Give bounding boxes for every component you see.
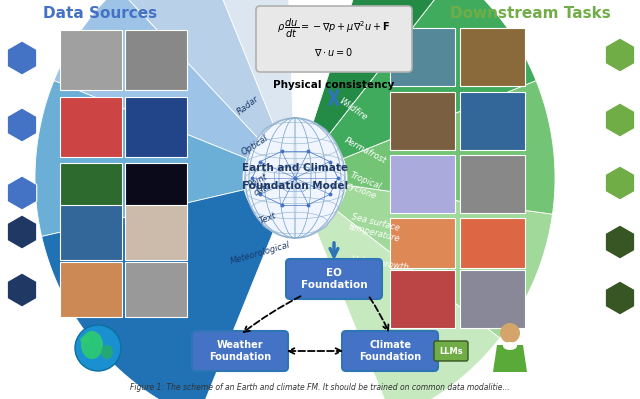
Text: Figure 1: The scheme of an Earth and climate FM. It should be trained on common : Figure 1: The scheme of an Earth and cli… xyxy=(130,383,510,392)
Text: Urban growth: Urban growth xyxy=(351,255,410,273)
FancyBboxPatch shape xyxy=(460,92,525,150)
FancyBboxPatch shape xyxy=(342,331,438,371)
FancyBboxPatch shape xyxy=(125,205,187,260)
FancyBboxPatch shape xyxy=(460,28,525,86)
FancyBboxPatch shape xyxy=(390,218,455,268)
Text: Earth and Climate: Earth and Climate xyxy=(242,163,348,173)
Polygon shape xyxy=(605,38,635,72)
FancyBboxPatch shape xyxy=(286,259,382,299)
Text: Climate
Foundation: Climate Foundation xyxy=(359,340,421,362)
Polygon shape xyxy=(327,0,536,158)
FancyBboxPatch shape xyxy=(390,155,455,213)
Ellipse shape xyxy=(75,325,121,371)
Polygon shape xyxy=(605,103,635,137)
Text: Sea surface
temperature: Sea surface temperature xyxy=(348,213,404,244)
Text: Foundation Model: Foundation Model xyxy=(242,181,348,191)
FancyBboxPatch shape xyxy=(125,262,187,317)
FancyBboxPatch shape xyxy=(390,28,455,86)
Text: Physical consistency: Physical consistency xyxy=(273,80,395,90)
Ellipse shape xyxy=(101,345,113,359)
Text: $\rho\,\dfrac{du}{dt} = -\nabla p + \mu\nabla^2 u + \mathbf{F}$: $\rho\,\dfrac{du}{dt} = -\nabla p + \mu\… xyxy=(277,16,390,40)
FancyBboxPatch shape xyxy=(60,205,122,260)
Polygon shape xyxy=(343,81,555,214)
FancyBboxPatch shape xyxy=(60,163,122,223)
Polygon shape xyxy=(493,345,527,372)
Text: $\nabla \cdot u = 0$: $\nabla \cdot u = 0$ xyxy=(314,46,353,58)
Text: Downstream Tasks: Downstream Tasks xyxy=(450,6,611,22)
FancyBboxPatch shape xyxy=(460,155,525,213)
Polygon shape xyxy=(605,225,635,259)
Ellipse shape xyxy=(245,118,345,238)
FancyBboxPatch shape xyxy=(125,30,187,90)
FancyBboxPatch shape xyxy=(390,270,455,328)
FancyBboxPatch shape xyxy=(460,218,525,268)
FancyBboxPatch shape xyxy=(256,6,412,72)
Polygon shape xyxy=(42,190,276,399)
Text: Meteorological: Meteorological xyxy=(229,240,291,266)
FancyBboxPatch shape xyxy=(192,331,288,371)
FancyBboxPatch shape xyxy=(125,163,187,223)
FancyBboxPatch shape xyxy=(60,30,122,90)
Text: Optical: Optical xyxy=(240,133,270,157)
Ellipse shape xyxy=(503,342,517,350)
Polygon shape xyxy=(7,215,36,249)
Polygon shape xyxy=(54,0,260,158)
Ellipse shape xyxy=(81,331,103,359)
Polygon shape xyxy=(118,0,276,140)
FancyBboxPatch shape xyxy=(460,270,525,328)
Text: Weather
Foundation: Weather Foundation xyxy=(209,340,271,362)
Text: Text: Text xyxy=(258,211,278,225)
FancyBboxPatch shape xyxy=(434,341,468,361)
Text: Radar: Radar xyxy=(236,94,260,116)
Ellipse shape xyxy=(80,336,90,344)
Text: EO
Foundation: EO Foundation xyxy=(301,268,367,290)
Polygon shape xyxy=(7,41,36,75)
Text: Point
data: Point data xyxy=(246,172,274,198)
FancyBboxPatch shape xyxy=(390,92,455,150)
Polygon shape xyxy=(605,166,635,200)
Text: LLMs: LLMs xyxy=(439,346,463,356)
FancyBboxPatch shape xyxy=(60,97,122,157)
Text: Wildfire: Wildfire xyxy=(337,96,369,122)
Text: Permafrost: Permafrost xyxy=(343,136,388,166)
Polygon shape xyxy=(311,0,455,137)
Text: Data Sources: Data Sources xyxy=(43,6,157,22)
Polygon shape xyxy=(35,81,247,237)
Text: Tropical
cyclone: Tropical cyclone xyxy=(344,171,382,201)
Polygon shape xyxy=(198,0,293,130)
Polygon shape xyxy=(336,185,552,338)
Polygon shape xyxy=(605,281,635,315)
FancyBboxPatch shape xyxy=(125,97,187,157)
Polygon shape xyxy=(314,210,500,399)
Polygon shape xyxy=(7,108,36,142)
Polygon shape xyxy=(7,273,36,307)
Polygon shape xyxy=(7,176,36,210)
Ellipse shape xyxy=(500,323,520,343)
FancyBboxPatch shape xyxy=(60,262,122,317)
